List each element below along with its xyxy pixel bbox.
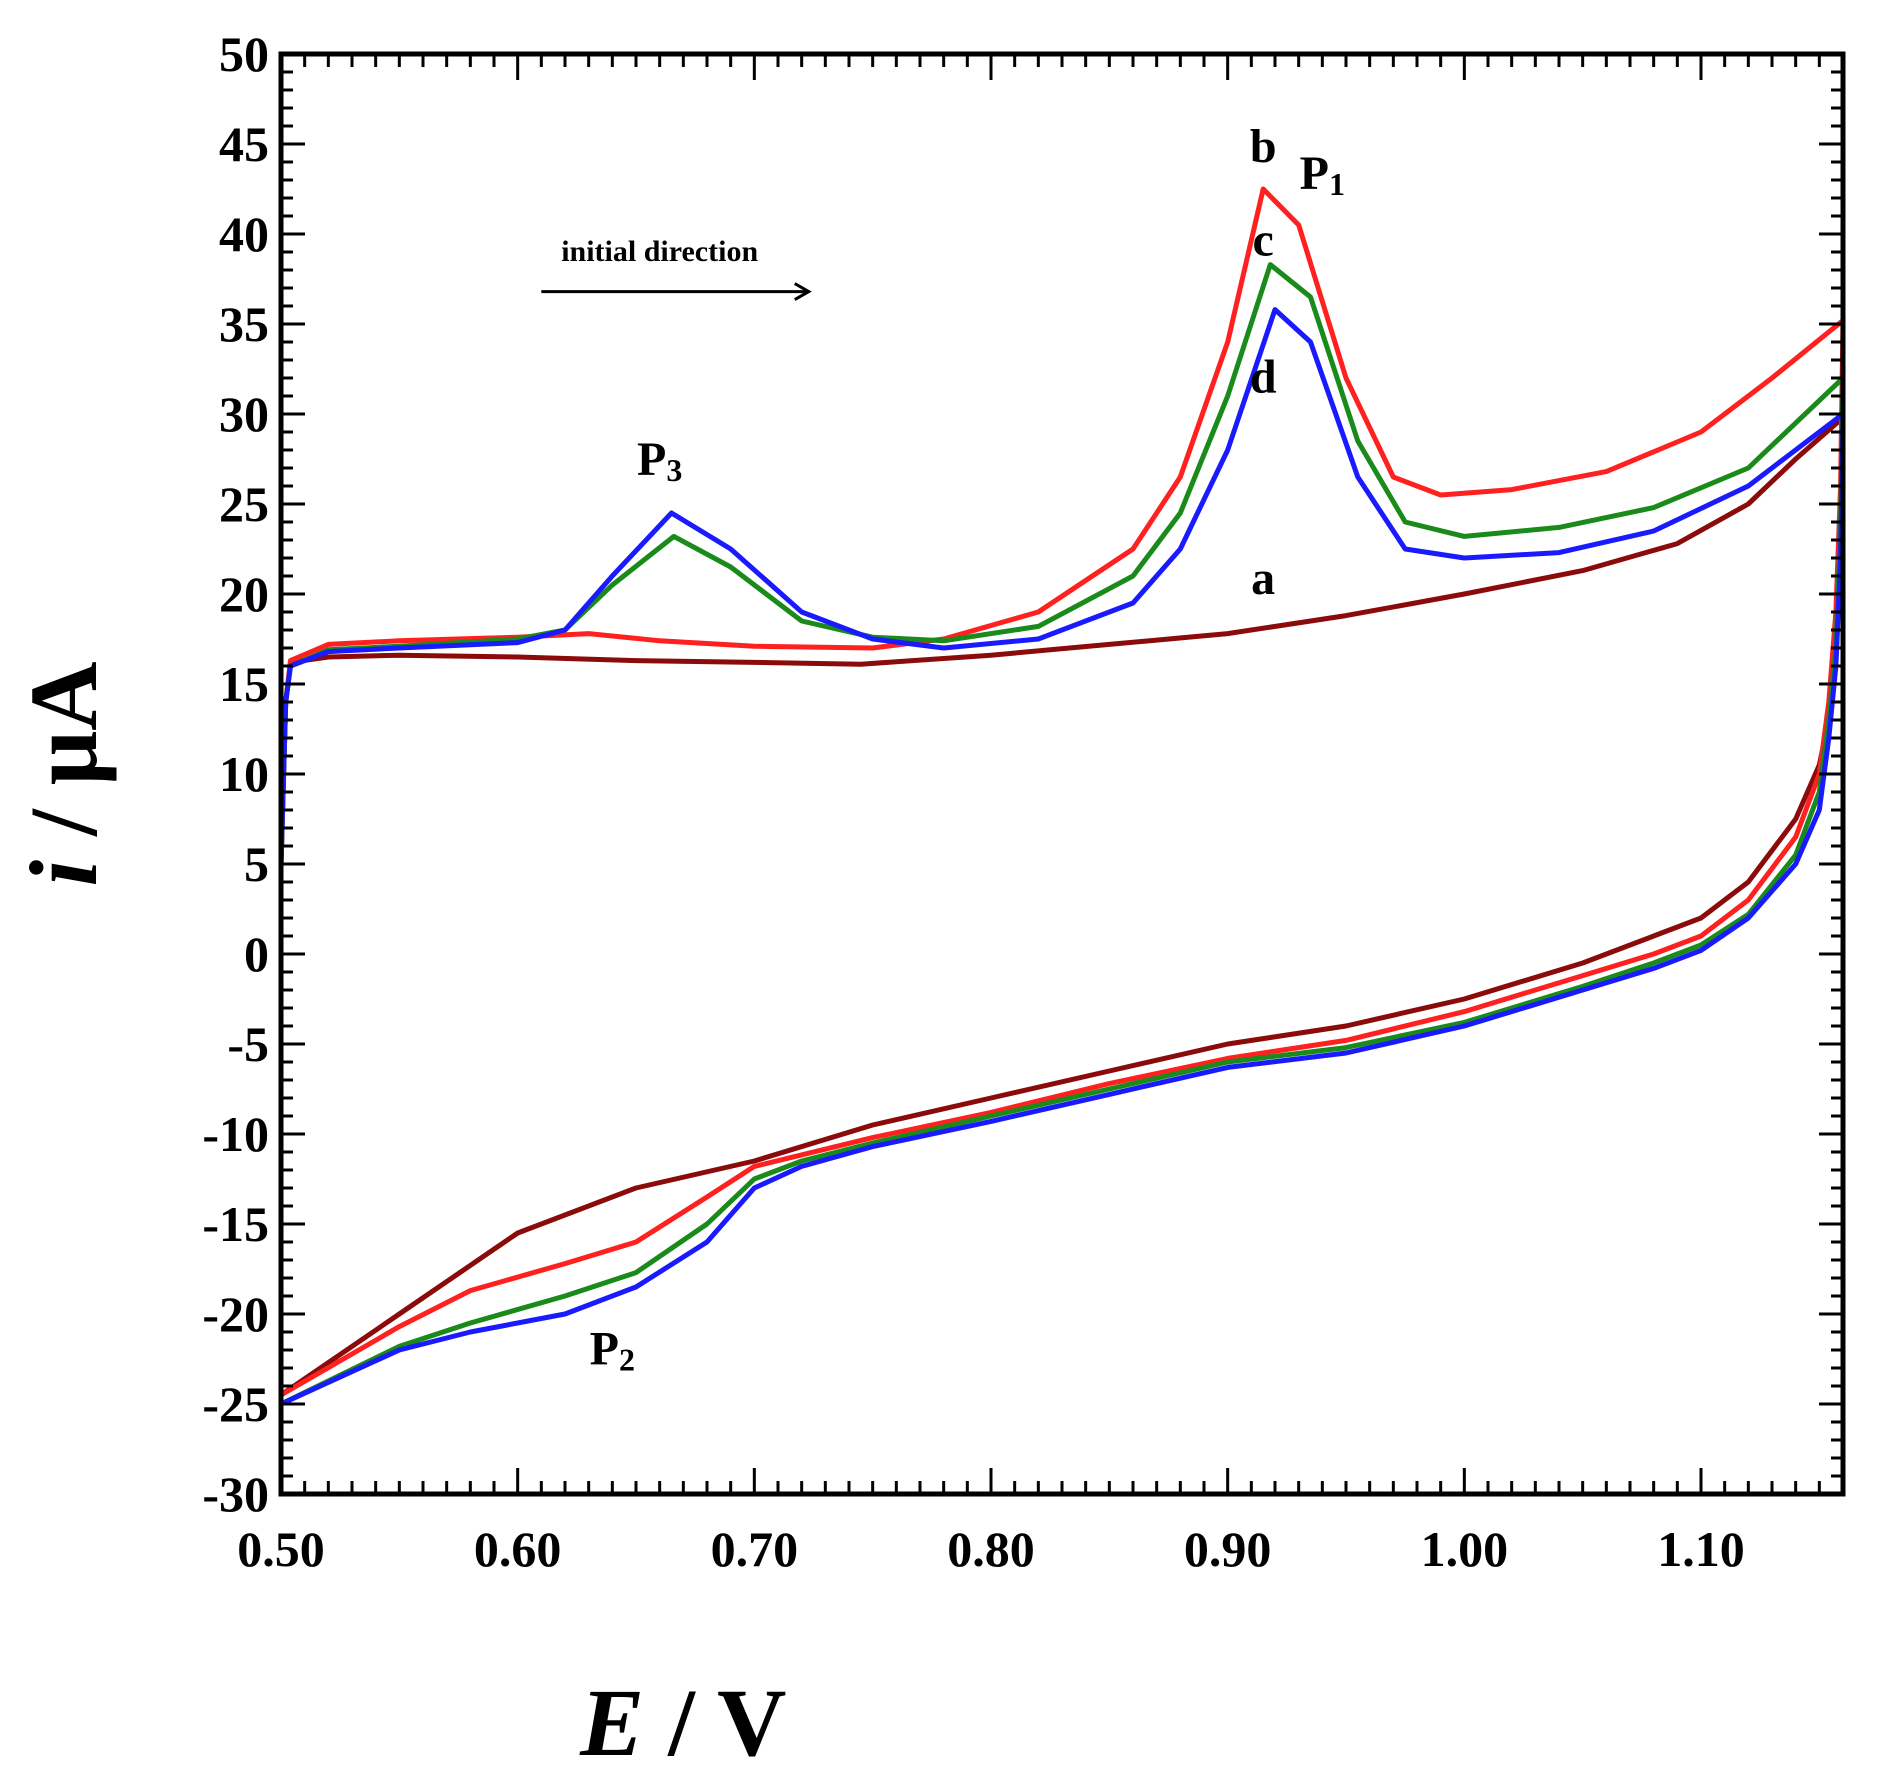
x-tick-label: 0.50 [237, 1521, 325, 1577]
y-tick-label: 15 [219, 656, 269, 712]
peak-p2-label: P2 [590, 1322, 635, 1377]
series-d-forward-line [278, 307, 1846, 867]
curve-b-label: b [1250, 120, 1277, 173]
x-tick-label: 0.80 [947, 1521, 1035, 1577]
y-axis-title: i / μA [10, 661, 117, 886]
y-tick-label: 35 [219, 296, 269, 352]
y-tick-label: -10 [202, 1106, 269, 1162]
y-tick-label: 30 [219, 386, 269, 442]
x-tick-label: 0.60 [474, 1521, 562, 1577]
y-tick-label: 20 [219, 566, 269, 622]
curve-a-label: a [1251, 552, 1275, 605]
x-tick-label: 0.70 [711, 1521, 799, 1577]
axes-group [278, 51, 1846, 1497]
series-a-forward-line [278, 415, 1846, 867]
y-tick-label: 25 [219, 476, 269, 532]
y-tick-label: 0 [244, 926, 269, 982]
y-tick-label: 45 [219, 116, 269, 172]
y-tick-label: 40 [219, 206, 269, 262]
curve-d-label: d [1250, 350, 1277, 403]
x-tick-label: 1.00 [1421, 1521, 1509, 1577]
y-tick-label: 50 [219, 26, 269, 82]
y-tick-label: 5 [244, 836, 269, 892]
x-axis-title: E / V [579, 1669, 786, 1775]
peak-p3-label: P3 [637, 433, 682, 488]
direction-arrow-head [794, 282, 812, 301]
x-tick-label: 0.90 [1184, 1521, 1272, 1577]
x-tick-label: 1.10 [1657, 1521, 1745, 1577]
initial-direction-label: initial direction [561, 235, 758, 268]
y-tick-label: -15 [202, 1196, 269, 1252]
y-tick-label: -20 [202, 1286, 269, 1342]
curves-group [278, 186, 1846, 1407]
y-tick-label: -5 [227, 1016, 269, 1072]
y-tick-label: -25 [202, 1376, 269, 1432]
curve-c-label: c [1253, 214, 1274, 267]
peak-p1-label: P1 [1300, 147, 1345, 202]
series-d-reverse-line [278, 411, 1846, 1407]
series-b-forward-line [278, 186, 1846, 867]
y-tick-label: -30 [202, 1466, 269, 1522]
labels-group: 0.50 0.60 0.70 0.80 0.90 1.00 1.10504540353025… [10, 26, 1745, 1775]
y-tick-label: 10 [219, 746, 269, 802]
